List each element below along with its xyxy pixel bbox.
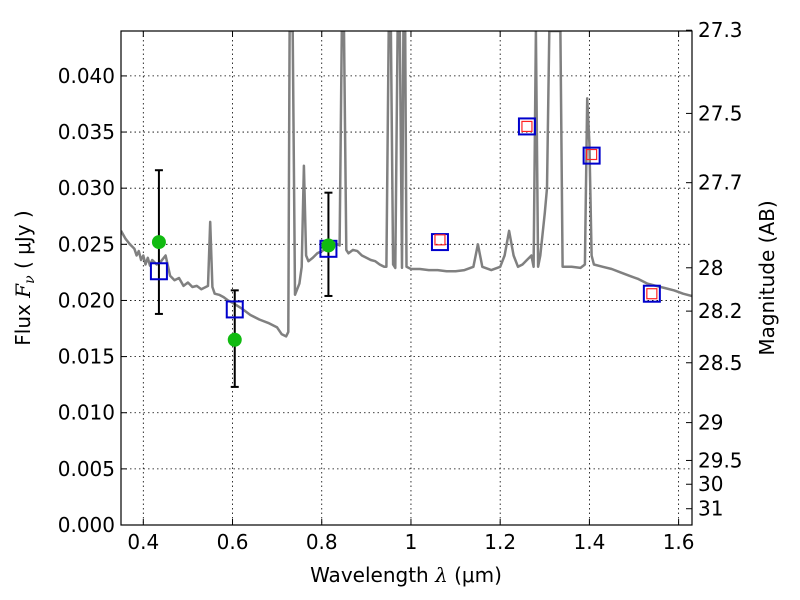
observed-flux-marker	[646, 288, 658, 300]
x-tick-label: 1.6	[663, 530, 695, 554]
y-tick-label: 0.020	[58, 288, 115, 312]
detection-point	[227, 332, 242, 347]
model-flux-marker	[149, 262, 168, 281]
mag-tick-label: 29	[698, 411, 723, 435]
data-layer	[121, 31, 692, 338]
x-tick-label: 1.2	[484, 530, 516, 554]
y-tick-label: 0.015	[58, 345, 115, 369]
mag-tick-label: 30	[698, 472, 723, 496]
y-tick-label: 0.010	[58, 401, 115, 425]
plot-frame	[120, 30, 693, 526]
mag-tick-label: 28	[698, 256, 723, 280]
mag-tick-label: 28.2	[698, 299, 743, 323]
model-flux-marker	[430, 233, 449, 252]
y-tick-label: 0.040	[58, 64, 115, 88]
model-flux-marker	[225, 300, 244, 319]
model-flux-marker	[642, 284, 661, 303]
mag-tick-label: 28.5	[698, 351, 743, 375]
y-tick-label: 0.000	[58, 513, 115, 537]
y-tick-label: 0.025	[58, 232, 115, 256]
x-axis-label: Wavelength λ (μm)	[310, 563, 502, 587]
spectrum-line	[121, 31, 692, 338]
x-tick-label: 1	[405, 530, 418, 554]
mag-tick-label: 27.5	[698, 101, 743, 125]
detection-point	[151, 235, 166, 250]
y-tick-label: 0.030	[58, 176, 115, 200]
y-axis-label: Flux Fν ( μJy )	[11, 210, 38, 345]
model-flux-marker	[582, 146, 601, 165]
x-tick-label: 0.4	[127, 530, 159, 554]
model-flux-marker	[517, 117, 536, 136]
axis-ticks: 0.4 0.6 0.8 1 1.2 1.4 1.6 0.000 0.005 0.010 0.015 0…	[58, 18, 743, 554]
mag-tick-label: 27.7	[698, 171, 743, 195]
observed-flux-marker	[586, 148, 598, 161]
mag-tick-label: 31	[698, 497, 723, 521]
y-tick-label: 0.035	[58, 120, 115, 144]
x-tick-label: 0.8	[306, 530, 338, 554]
mag-tick-label: 29.5	[698, 448, 743, 472]
detection-point	[321, 238, 336, 253]
right-axis-label: Magnitude (AB)	[755, 200, 779, 355]
x-tick-label: 1.4	[573, 530, 605, 554]
mag-tick-label: 27.3	[698, 18, 743, 42]
x-tick-label: 0.6	[217, 530, 249, 554]
observed-flux-marker	[434, 234, 446, 246]
markers	[149, 117, 661, 347]
observed-flux-marker	[521, 120, 533, 133]
y-tick-label: 0.005	[58, 457, 115, 481]
